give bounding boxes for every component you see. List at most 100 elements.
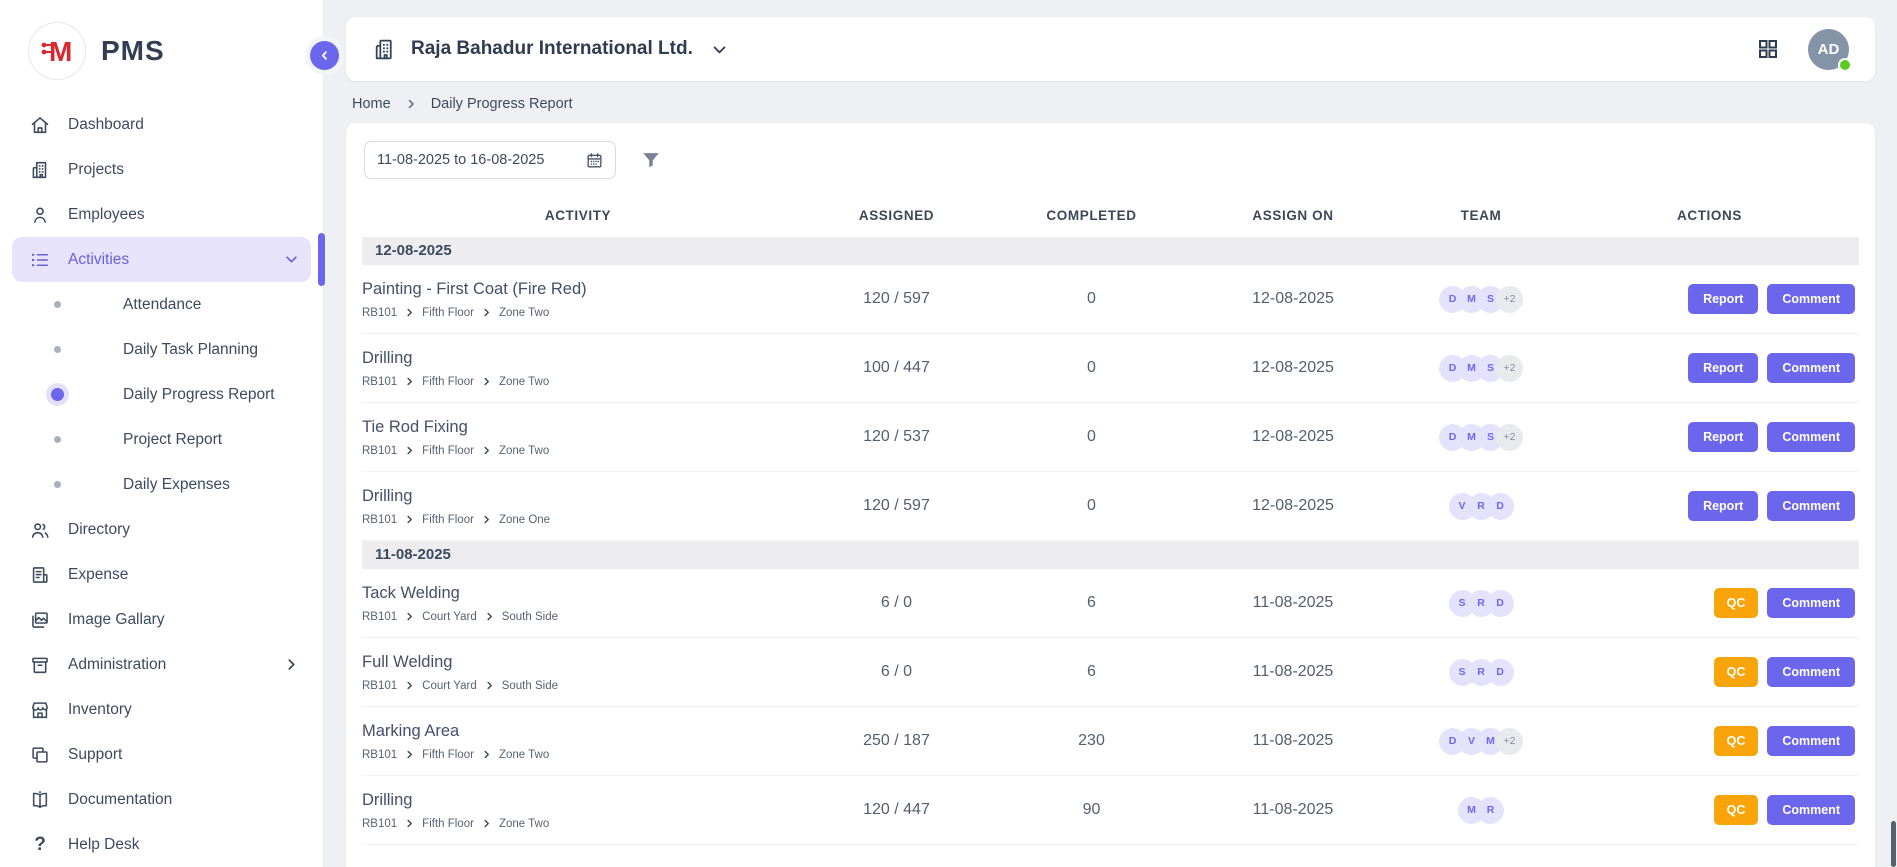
report-button[interactable]: Report <box>1688 284 1758 314</box>
user-avatar[interactable]: AD <box>1808 29 1849 70</box>
chevron-right-icon <box>405 681 414 690</box>
assign-on-cell: 11-08-2025 <box>1184 732 1402 750</box>
sidebar-subitem-project-report[interactable]: Project Report <box>12 417 311 462</box>
sidebar-item-inventory[interactable]: Inventory <box>12 687 311 732</box>
activity-cell: Tack WeldingRB101Court YardSouth Side <box>362 584 794 623</box>
sidebar-item-employees[interactable]: Employees <box>12 192 311 237</box>
path-segment: Zone One <box>499 514 550 526</box>
chevron-right-icon <box>405 750 414 759</box>
assign-on-cell: 11-08-2025 <box>1184 594 1402 612</box>
comment-button[interactable]: Comment <box>1767 657 1855 687</box>
qc-button[interactable]: QC <box>1714 588 1759 618</box>
building-icon <box>29 159 51 181</box>
team-cell: SRD <box>1402 659 1560 686</box>
assigned-cell: 100 / 447 <box>794 359 999 377</box>
path-segment: Court Yard <box>422 611 477 623</box>
actions-cell: Report Comment <box>1560 491 1859 521</box>
comment-button[interactable]: Comment <box>1767 422 1855 452</box>
actions-cell: QC Comment <box>1560 795 1859 825</box>
sidebar-subitem-daily-task-planning[interactable]: Daily Task Planning <box>12 327 311 372</box>
calendar-icon[interactable] <box>585 151 604 170</box>
chevron-right-icon <box>405 515 414 524</box>
report-button[interactable]: Report <box>1688 422 1758 452</box>
sidebar-item-projects[interactable]: Projects <box>12 147 311 192</box>
question-icon: ? <box>29 834 51 856</box>
sidebar-item-directory[interactable]: Directory <box>12 507 311 552</box>
column-header-team: TEAM <box>1402 208 1560 223</box>
assign-on-cell: 12-08-2025 <box>1184 290 1402 308</box>
activity-title: Full Welding <box>362 653 778 672</box>
bullet-dot-icon <box>54 346 61 353</box>
comment-button[interactable]: Comment <box>1767 491 1855 521</box>
actions-cell: Report Comment <box>1560 422 1859 452</box>
sidebar-item-expense[interactable]: Expense <box>12 552 311 597</box>
activity-title: Drilling <box>362 487 778 506</box>
completed-cell: 0 <box>999 290 1184 308</box>
activity-row: DrillingRB101Fifth FloorZone Two120 / 44… <box>362 776 1859 845</box>
apps-grid-icon[interactable] <box>1756 37 1780 61</box>
sidebar: M PMS DashboardProjectsEmployeesActiviti… <box>0 0 324 867</box>
team-extra-count-badge: +2 <box>1496 355 1523 382</box>
sidebar-item-label: Expense <box>68 566 128 584</box>
report-button[interactable]: Report <box>1688 491 1758 521</box>
sidebar-item-documentation[interactable]: Documentation <box>12 777 311 822</box>
brand-logo: M <box>28 22 86 80</box>
bullet-dot-icon <box>54 436 61 443</box>
path-segment: RB101 <box>362 749 397 761</box>
column-header-activity: ACTIVITY <box>362 208 794 223</box>
copy-icon <box>29 744 51 766</box>
report-button[interactable]: Report <box>1688 353 1758 383</box>
activity-location-path: RB101Fifth FloorZone Two <box>362 749 778 761</box>
actions-cell: QC Comment <box>1560 726 1859 756</box>
sidebar-item-dashboard[interactable]: Dashboard <box>12 102 311 147</box>
funnel-icon <box>640 149 662 171</box>
qc-button[interactable]: QC <box>1714 657 1759 687</box>
sidebar-subitem-label: Daily Expenses <box>123 476 230 494</box>
image-icon <box>29 609 51 631</box>
completed-cell: 6 <box>999 663 1184 681</box>
activity-row: Tack WeldingRB101Court YardSouth Side6 /… <box>362 569 1859 638</box>
path-segment: RB101 <box>362 376 397 388</box>
office-building-icon <box>372 37 397 62</box>
sidebar-subitem-attendance[interactable]: Attendance <box>12 282 311 327</box>
path-segment: RB101 <box>362 611 397 623</box>
company-selector[interactable]: Raja Bahadur International Ltd. <box>372 37 728 62</box>
assigned-cell: 120 / 597 <box>794 497 999 515</box>
team-member-badge: D <box>1487 659 1514 686</box>
company-name: Raja Bahadur International Ltd. <box>411 38 693 60</box>
sidebar-subitem-daily-progress-report[interactable]: Daily Progress Report <box>12 372 311 417</box>
sidebar-item-support[interactable]: Support <box>12 732 311 777</box>
comment-button[interactable]: Comment <box>1767 588 1855 618</box>
path-segment: Zone Two <box>499 818 549 830</box>
people-icon <box>29 519 51 541</box>
activity-title: Marking Area <box>362 722 778 741</box>
sidebar-item-label: Dashboard <box>68 116 144 134</box>
path-segment: Fifth Floor <box>422 307 474 319</box>
vertical-scrollbar-thumb[interactable] <box>1891 821 1896 867</box>
sidebar-item-activities[interactable]: Activities <box>12 237 311 282</box>
breadcrumb-home[interactable]: Home <box>352 96 391 112</box>
comment-button[interactable]: Comment <box>1767 353 1855 383</box>
team-extra-count-badge: +2 <box>1496 728 1523 755</box>
sidebar-subitem-label: Daily Task Planning <box>123 341 258 359</box>
sidebar-subitem-daily-expenses[interactable]: Daily Expenses <box>12 462 311 507</box>
filter-button[interactable] <box>640 149 662 171</box>
sidebar-collapse-button[interactable] <box>310 41 339 70</box>
chevron-right-icon <box>482 515 491 524</box>
team-member-badge: R <box>1477 797 1504 824</box>
sidebar-item-label: Activities <box>68 251 129 269</box>
comment-button[interactable]: Comment <box>1767 284 1855 314</box>
comment-button[interactable]: Comment <box>1767 795 1855 825</box>
date-range-input[interactable] <box>377 152 577 168</box>
qc-button[interactable]: QC <box>1714 795 1759 825</box>
sidebar-item-label: Directory <box>68 521 130 539</box>
comment-button[interactable]: Comment <box>1767 726 1855 756</box>
sidebar-item-image-gallary[interactable]: Image Gallary <box>12 597 311 642</box>
activity-title: Tie Rod Fixing <box>362 418 778 437</box>
path-segment: Fifth Floor <box>422 514 474 526</box>
completed-cell: 90 <box>999 801 1184 819</box>
sidebar-item-administration[interactable]: Administration <box>12 642 311 687</box>
qc-button[interactable]: QC <box>1714 726 1759 756</box>
sidebar-item-help-desk[interactable]: ?Help Desk <box>12 822 311 867</box>
team-member-badge: D <box>1487 590 1514 617</box>
